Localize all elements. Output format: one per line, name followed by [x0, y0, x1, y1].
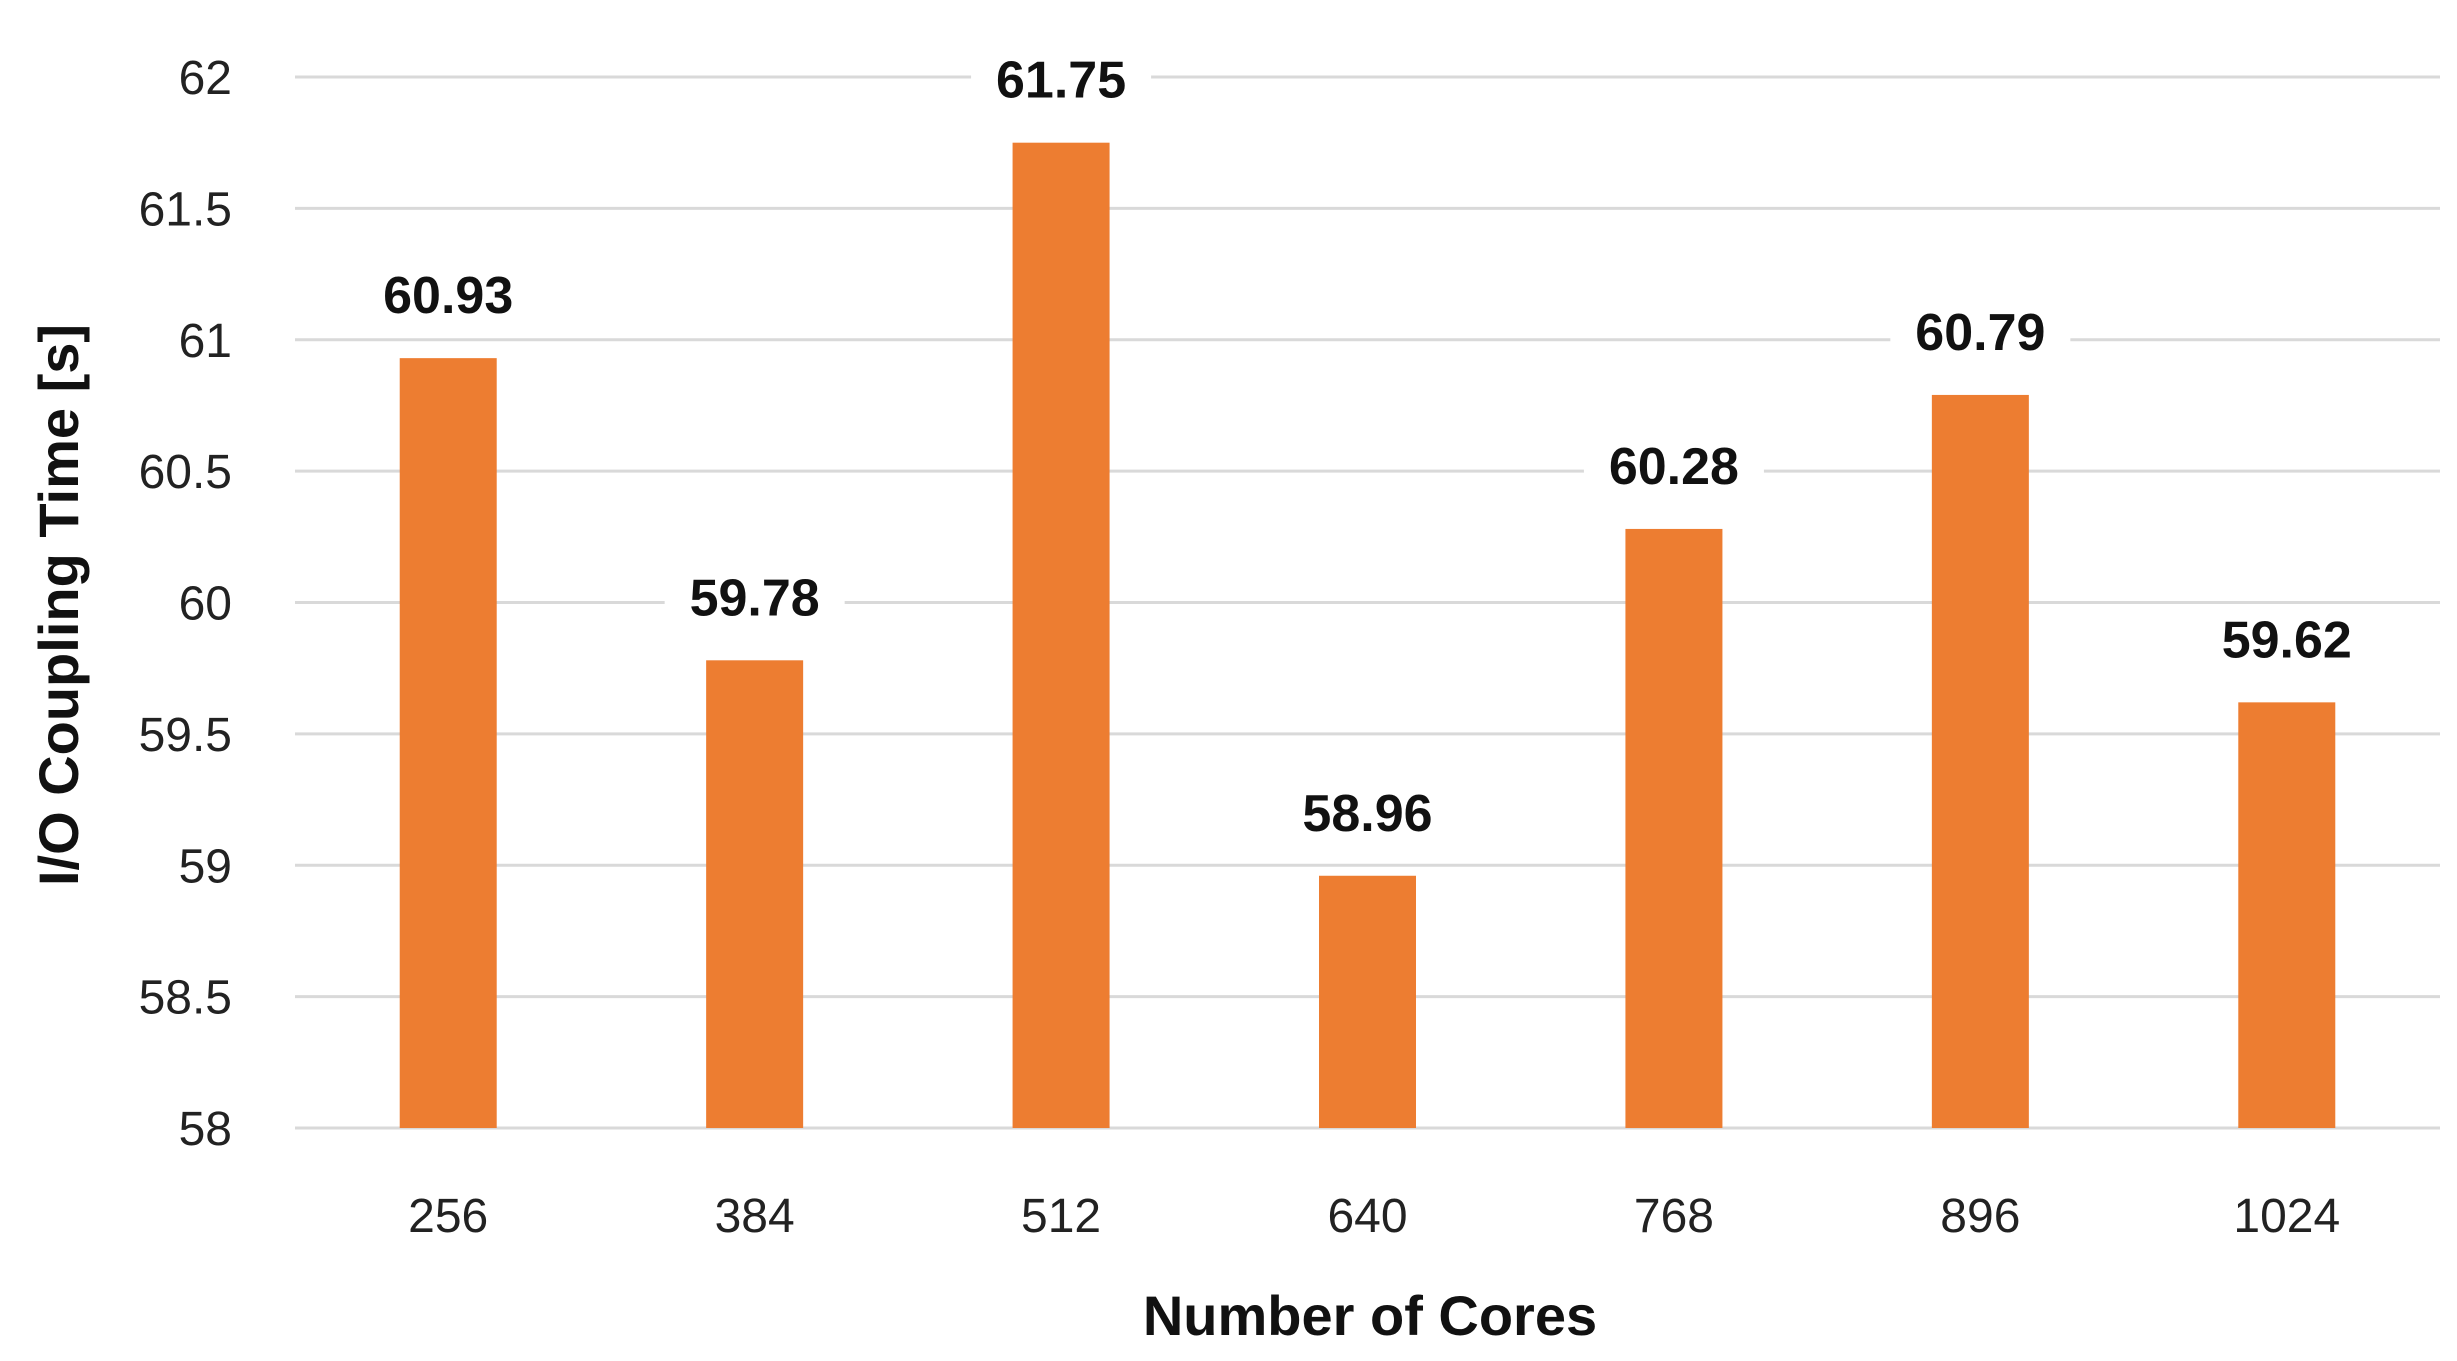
y-tick-label: 62 [179, 52, 232, 105]
y-tick-label: 61.5 [139, 183, 232, 236]
y-tick-label: 58 [179, 1103, 232, 1156]
data-label-background [1890, 303, 2071, 364]
bar-768 [1625, 528, 1723, 1128]
y-axis-title: I/O Coupling Time [s] [27, 324, 90, 886]
data-label-background [2196, 611, 2377, 672]
data-label-background [971, 51, 1152, 112]
y-axis-ticks: 58 58.5 59 59.5 60 60.5 61 61.5 62 [139, 52, 232, 1156]
data-label-background [1277, 784, 1458, 845]
y-tick-label: 61 [179, 315, 232, 368]
bar-384 [706, 660, 804, 1128]
bar-1024 [2238, 702, 2336, 1128]
x-tick-label: 384 [715, 1190, 795, 1243]
x-tick-label: 1024 [2233, 1190, 2340, 1243]
x-tick-label: 896 [1940, 1190, 2020, 1243]
x-tick-label: 768 [1634, 1190, 1714, 1243]
data-label-background [358, 267, 539, 328]
bar-640 [1319, 875, 1416, 1128]
gridlines [295, 75, 2440, 1130]
data-labels: 60.93 59.78 61.75 58.96 60.28 60.79 59.62 [358, 51, 2377, 845]
data-label-768: 60.28 [1609, 438, 1739, 496]
bar-896 [1931, 394, 2029, 1128]
data-label-background [1583, 437, 1764, 498]
data-label-384: 59.78 [690, 569, 820, 627]
bar-512 [1012, 142, 1110, 1128]
y-tick-label: 59.5 [139, 709, 232, 762]
x-tick-label: 256 [408, 1190, 488, 1243]
data-label-896: 60.79 [1915, 304, 2045, 362]
x-tick-label: 512 [1021, 1190, 1101, 1243]
data-label-512: 61.75 [996, 52, 1126, 110]
data-label-640: 58.96 [1302, 785, 1432, 843]
y-tick-label: 60 [179, 578, 232, 631]
data-label-256: 60.93 [383, 267, 513, 325]
y-tick-label: 59 [179, 840, 232, 893]
x-axis-title: Number of Cores [1143, 1284, 1597, 1347]
bars [399, 142, 2336, 1129]
y-tick-label: 58.5 [139, 972, 232, 1025]
data-label-background [664, 569, 845, 630]
data-label-1024: 59.62 [2222, 611, 2352, 669]
x-axis-ticks: 256 384 512 640 768 896 1024 [408, 1190, 2340, 1243]
y-tick-label: 60.5 [139, 446, 232, 499]
x-tick-label: 640 [1327, 1190, 1407, 1243]
bar-256 [399, 358, 497, 1129]
